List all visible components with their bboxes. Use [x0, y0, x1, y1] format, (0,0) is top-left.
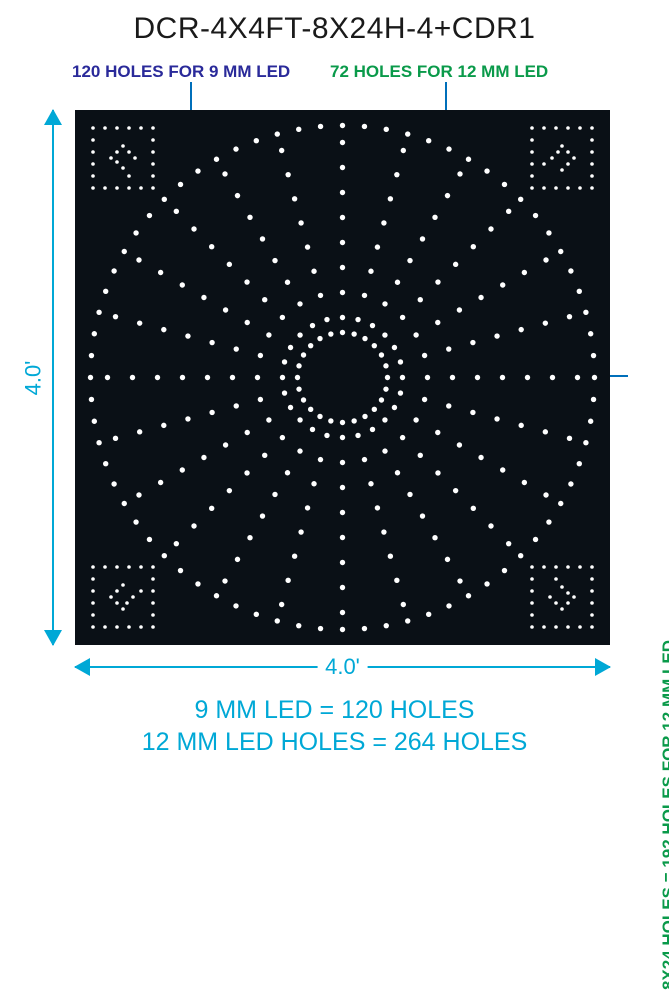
led-panel	[75, 110, 610, 645]
dimension-width-value: 4.0'	[317, 654, 368, 680]
dimension-height: 4.0'	[38, 110, 68, 645]
holes-svg	[75, 110, 610, 645]
product-title: DCR-4X4FT-8X24H-4+CDR1	[0, 12, 669, 46]
label-12mm-holes-top: 72 HOLES FOR 12 MM LED	[330, 62, 548, 82]
dimension-width: 4.0'	[75, 652, 610, 682]
label-12mm-holes-right: 8X24 HOLES = 192 HOLES FOR 12 MM LED	[659, 640, 669, 990]
label-9mm-holes: 120 HOLES FOR 9 MM LED	[72, 62, 290, 82]
dimension-height-value: 4.0'	[20, 360, 46, 395]
summary-line-2: 12 MM LED HOLES = 264 HOLES	[0, 728, 669, 757]
summary-line-1: 9 MM LED = 120 HOLES	[0, 696, 669, 725]
